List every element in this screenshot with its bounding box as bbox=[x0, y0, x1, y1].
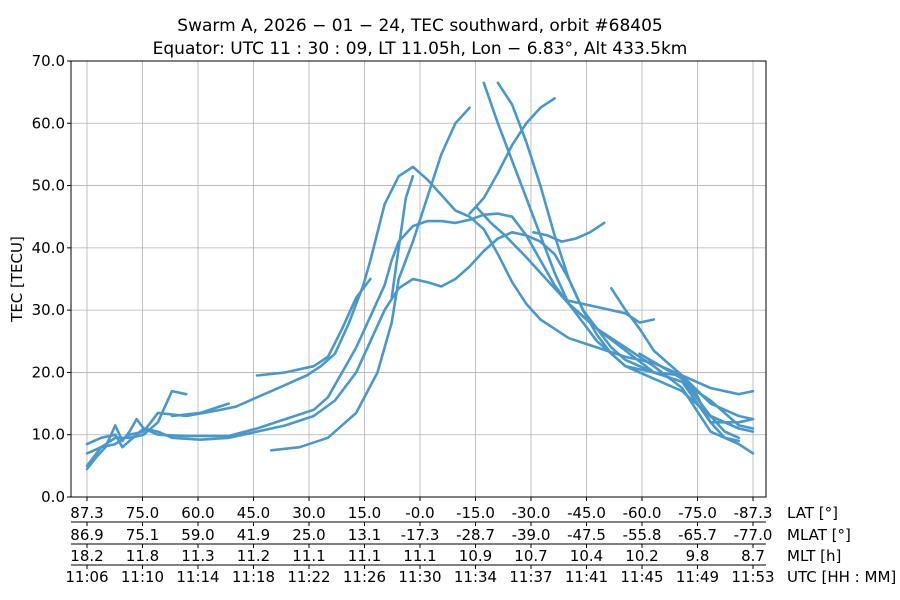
x-tick-label: 11:53 bbox=[731, 568, 774, 586]
x-tick-label: 11.1 bbox=[292, 547, 325, 565]
x-tick-label: 11:41 bbox=[565, 568, 608, 586]
series-track-8 bbox=[390, 174, 415, 299]
y-tick-label: 60.0 bbox=[32, 114, 65, 132]
x-tick-label: -30.0 bbox=[512, 504, 551, 522]
y-tick-label: 40.0 bbox=[32, 239, 65, 257]
data-series bbox=[85, 81, 755, 471]
x-tick-label: 10.4 bbox=[570, 547, 603, 565]
x-tick-label: 11.1 bbox=[403, 547, 436, 565]
x-tick-label: 75.1 bbox=[126, 526, 159, 544]
x-tick-label: -15.0 bbox=[456, 504, 495, 522]
x-tick-label: -60.0 bbox=[623, 504, 662, 522]
x-tick-label: 30.0 bbox=[292, 504, 325, 522]
y-tick-label: 10.0 bbox=[32, 426, 65, 444]
x-tick-label: 9.8 bbox=[686, 547, 710, 565]
x-tick-label: -65.7 bbox=[678, 526, 717, 544]
x-tick-label: -0.0 bbox=[405, 504, 434, 522]
x-tick-label: 15.0 bbox=[348, 504, 381, 522]
x-tick-label: 11:26 bbox=[343, 568, 386, 586]
chart-title-line2: Equator: UTC 11 : 30 : 09, LT 11.05h, Lo… bbox=[153, 39, 688, 59]
x-tick-label: 87.3 bbox=[70, 504, 103, 522]
x-tick-label: 8.7 bbox=[741, 547, 765, 565]
x-tick-label: 11:18 bbox=[232, 568, 275, 586]
x-tick-label: 25.0 bbox=[292, 526, 325, 544]
y-tick-label: 20.0 bbox=[32, 363, 65, 381]
x-tick-label: -39.0 bbox=[512, 526, 551, 544]
chart-title-line1: Swarm A, 2026 − 01 − 24, TEC southward, … bbox=[177, 16, 662, 36]
x-tick-label: -55.8 bbox=[623, 526, 662, 544]
x-tick-label: -47.5 bbox=[567, 526, 606, 544]
x-tick-label: 10.2 bbox=[625, 547, 658, 565]
x-tick-label: 18.2 bbox=[70, 547, 103, 565]
x-tick-label: 75.0 bbox=[126, 504, 159, 522]
x-tick-label: 11:45 bbox=[620, 568, 663, 586]
series-track-14 bbox=[610, 287, 741, 443]
series-track-11 bbox=[475, 206, 755, 424]
axis-row-label: MLAT [°] bbox=[787, 526, 851, 544]
x-tick-label: -77.0 bbox=[734, 526, 773, 544]
x-tick-label: 11.8 bbox=[126, 547, 159, 565]
series-track-7 bbox=[255, 277, 372, 377]
x-tick-label: 13.1 bbox=[348, 526, 381, 544]
x-axis-rows: 87.3 75.0 60.0 45.0 30.0 15.0 -0.0 -15.0 -30.0 -4… bbox=[65, 497, 896, 586]
x-tick-label: 86.9 bbox=[70, 526, 103, 544]
series-track-13 bbox=[532, 221, 606, 243]
x-tick-label: 11:22 bbox=[287, 568, 330, 586]
series-track-2 bbox=[85, 165, 755, 468]
x-tick-label: 11:30 bbox=[398, 568, 441, 586]
axis-row-label: MLT [h] bbox=[787, 547, 841, 565]
y-axis: 0.0 10.0 20.0 30.0 40.0 50.0 60.0 70.0 bbox=[32, 52, 71, 506]
series-track-10 bbox=[496, 81, 755, 455]
y-tick-label: 0.0 bbox=[41, 488, 65, 506]
x-tick-label: -45.0 bbox=[567, 504, 606, 522]
x-tick-label: 11:14 bbox=[176, 568, 219, 586]
x-tick-label: -87.3 bbox=[734, 504, 773, 522]
x-tick-label: 10.9 bbox=[459, 547, 492, 565]
series-track-5 bbox=[170, 402, 230, 418]
axis-row-label: UTC [HH : MM] bbox=[787, 568, 896, 586]
y-tick-label: 70.0 bbox=[32, 52, 65, 70]
plot-frame bbox=[70, 60, 767, 498]
x-tick-label: 11:34 bbox=[454, 568, 497, 586]
x-tick-label: -28.7 bbox=[456, 526, 495, 544]
series-track-6 bbox=[269, 106, 471, 452]
y-axis-label: TEC [TECU] bbox=[8, 236, 26, 323]
x-tick-label: 11:06 bbox=[65, 568, 108, 586]
x-tick-label: 59.0 bbox=[181, 526, 214, 544]
x-tick-label: 11:37 bbox=[509, 568, 552, 586]
x-tick-label: 11.1 bbox=[348, 547, 381, 565]
x-tick-label: 11.2 bbox=[237, 547, 270, 565]
x-tick-label: -75.0 bbox=[678, 504, 717, 522]
x-tick-label: 11:10 bbox=[121, 568, 164, 586]
x-tick-label: 11.3 bbox=[181, 547, 214, 565]
x-tick-label: 45.0 bbox=[237, 504, 270, 522]
x-tick-label: 41.9 bbox=[237, 526, 270, 544]
x-tick-label: -17.3 bbox=[401, 526, 440, 544]
x-tick-label: 60.0 bbox=[181, 504, 214, 522]
x-tick-label: 10.7 bbox=[514, 547, 547, 565]
series-track-4 bbox=[85, 389, 188, 455]
series-track-3 bbox=[85, 231, 755, 449]
series-track-16 bbox=[638, 352, 741, 440]
series-track-12 bbox=[468, 97, 556, 215]
y-tick-label: 50.0 bbox=[32, 177, 65, 195]
x-tick-label: 11:49 bbox=[676, 568, 719, 586]
axis-row-label: LAT [°] bbox=[787, 504, 838, 522]
series-track-15 bbox=[567, 299, 656, 324]
y-tick-label: 30.0 bbox=[32, 301, 65, 319]
